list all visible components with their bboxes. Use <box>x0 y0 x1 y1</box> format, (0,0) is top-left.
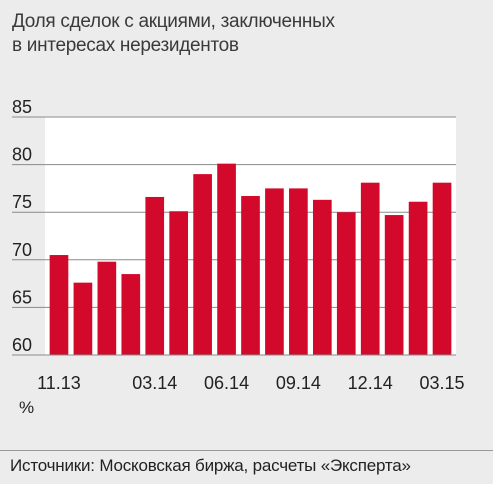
bar-01.15 <box>384 215 404 355</box>
bar-03.14 <box>145 196 165 355</box>
bar-05.14 <box>193 174 212 355</box>
source-note: Источники: Московская биржа, расчеты «Эк… <box>10 456 411 475</box>
unit-label: % <box>19 398 35 417</box>
x-tick-label-06.14: 06.14 <box>204 373 249 393</box>
source-divider <box>0 450 493 451</box>
y-tick-label-60: 60 <box>12 335 32 355</box>
chart-title: Доля сделок с акциями, заключенных в инт… <box>12 10 335 58</box>
bar-06.14 <box>217 163 236 355</box>
x-tick-label-09.14: 09.14 <box>276 373 321 393</box>
y-tick-label-85: 85 <box>12 97 32 117</box>
y-tick-label-80: 80 <box>12 145 32 165</box>
chart-title-line2: в интересах нерезидентов <box>12 35 239 56</box>
bar-02.14 <box>121 274 141 355</box>
bar-09.14 <box>289 188 308 355</box>
y-tick-label-70: 70 <box>12 240 32 260</box>
bar-12.13 <box>73 282 93 355</box>
y-tick-label-65: 65 <box>12 287 32 307</box>
bar-12.14 <box>360 182 380 355</box>
x-tick-label-03.15: 03.15 <box>420 373 465 393</box>
bar-08.14 <box>265 188 284 355</box>
bar-11.13 <box>49 255 69 355</box>
x-tick-label-11.13: 11.13 <box>37 373 81 393</box>
y-tick-label-75: 75 <box>12 192 32 212</box>
bar-01.14 <box>97 261 117 355</box>
chart-title-line1: Доля сделок с акциями, заключенных <box>12 11 335 32</box>
bar-04.14 <box>169 211 189 355</box>
bar-10.14 <box>312 199 332 355</box>
bar-03.15 <box>432 182 452 355</box>
bar-chart: 60 65 70 75 80 85 11.13 03.14 06.14 09.14 12.14 03.… <box>12 97 465 393</box>
x-tick-label-12.14: 12.14 <box>348 373 393 393</box>
bar-02.15 <box>408 201 428 355</box>
bar-11.14 <box>336 212 356 355</box>
x-tick-label-03.14: 03.14 <box>132 373 177 393</box>
bar-07.14 <box>241 196 260 355</box>
